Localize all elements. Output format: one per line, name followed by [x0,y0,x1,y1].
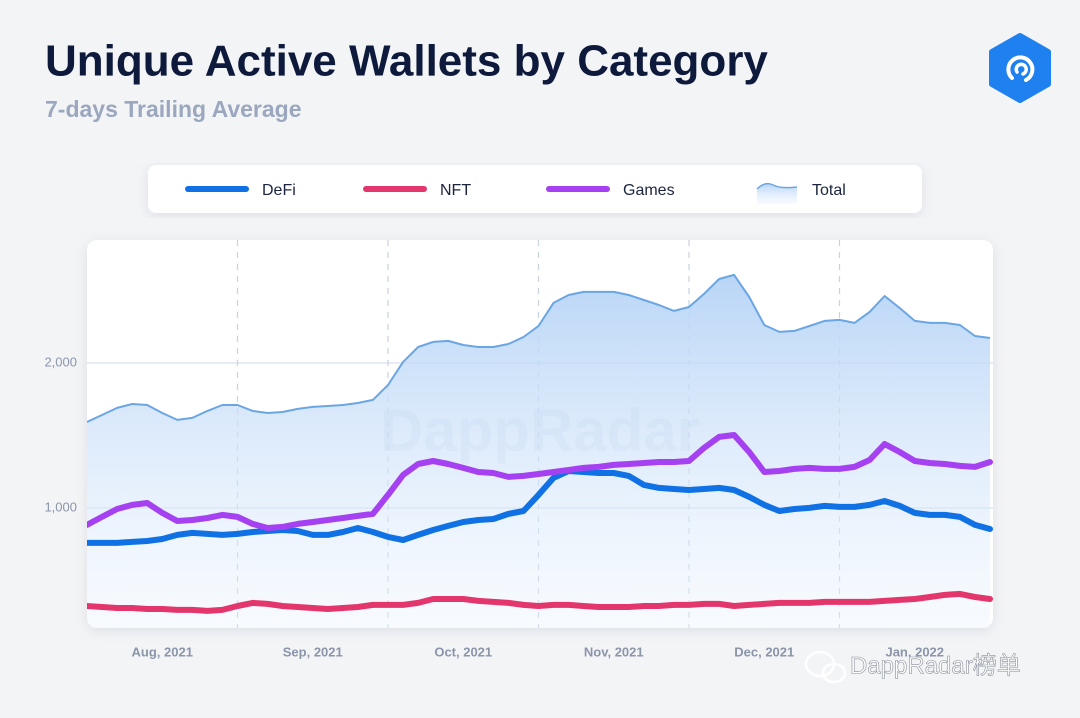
x-tick-label: Aug, 2021 [132,644,193,659]
x-tick-label: Nov, 2021 [584,644,644,659]
legend-swatch-line [756,182,798,190]
x-tick-label: Oct, 2021 [434,644,492,659]
x-tick-label: Jan, 2022 [885,644,944,659]
area-line [87,273,991,423]
legend-label: Total [812,182,846,199]
area-fill [87,274,990,628]
y-tick-label: 1,000 [44,499,77,514]
series-line [87,468,993,546]
overlay-caption: DappRadar榜单 [850,652,1021,679]
series-line [87,432,993,531]
series-line [87,590,993,614]
legend: DeFi NFT Games Total [185,182,846,204]
y-tick-label: 2,000 [44,354,77,369]
x-tick-label: Dec, 2021 [734,644,794,659]
legend-label: DeFi [262,182,296,199]
legend-label: Games [623,182,675,199]
logo [989,33,1051,103]
legend-swatch [757,183,797,204]
chart-title: Unique Active Wallets by Category [45,37,768,86]
axes: 1,000 2,000 Aug, 2021 Sep, 2021 Oct, 2021 Nov… [44,354,944,659]
chart-subtitle: 7-days Trailing Average [45,96,302,122]
legend-box [148,165,922,213]
x-tick-label: Sep, 2021 [283,644,343,659]
plot-area: DappRadar [87,240,993,628]
overlay: DappRadar榜单 [804,650,1021,684]
legend-label: NFT [440,182,471,199]
